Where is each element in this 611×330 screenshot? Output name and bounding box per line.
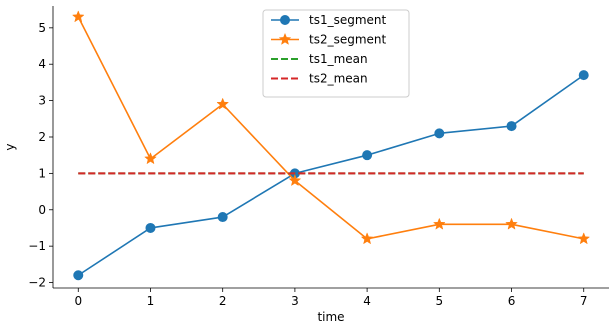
data-point-ts1_segment [217, 212, 228, 223]
data-point-ts2_segment [432, 217, 446, 230]
y-tick-label: 5 [38, 21, 46, 35]
x-tick-label: 7 [580, 294, 588, 308]
data-point-ts1_segment [578, 70, 589, 81]
legend-label-ts2_segment: ts2_segment [309, 33, 387, 47]
y-axis-label: y [3, 143, 17, 150]
x-tick-label: 3 [291, 294, 299, 308]
data-point-ts2_segment [288, 173, 302, 187]
data-point-ts2_segment [360, 232, 374, 245]
legend-label-ts1_segment: ts1_segment [309, 13, 387, 27]
data-point-ts2_segment [577, 232, 591, 245]
y-tick-label: −2 [28, 276, 46, 290]
series-line-ts2_segment [77, 16, 584, 240]
legend-label-ts1_mean: ts1_mean [309, 52, 368, 66]
data-point-ts1_segment [362, 150, 373, 161]
legend-box [262, 9, 410, 98]
x-tick-label: 0 [74, 294, 82, 308]
data-point-ts2_segment [71, 10, 85, 23]
x-tick-label: 2 [219, 294, 227, 308]
axes: 0 1 2 3 4 5 6 7 −2 −1 0 1 2 3 4 5 time y [3, 21, 588, 324]
data-point-ts2_segment [216, 97, 230, 110]
y-tick-label: 1 [38, 166, 46, 180]
axes-frame [52, 6, 609, 289]
plot-series [71, 10, 591, 281]
legend-marker-ts1_segment [280, 15, 290, 25]
y-tick-label: 2 [38, 130, 46, 144]
x-tick-label: 4 [363, 294, 371, 308]
x-tick-label: 6 [508, 294, 516, 308]
x-axis-label: time [317, 310, 344, 324]
data-point-ts2_segment [505, 217, 518, 230]
y-tick-label: 4 [38, 57, 46, 71]
y-tick-label: 3 [38, 94, 46, 108]
y-tick-label: 0 [38, 203, 46, 217]
data-point-ts1_segment [145, 222, 156, 233]
data-point-ts2_segment [144, 152, 157, 165]
legend-marker-ts2_segment [278, 32, 292, 45]
y-tick-label: −1 [28, 239, 46, 253]
data-point-ts1_segment [506, 121, 517, 132]
x-tick-label: 1 [147, 294, 155, 308]
data-point-ts1_segment [73, 270, 84, 281]
series-line-ts1_segment [77, 74, 585, 276]
legend-label-ts2_mean: ts2_mean [309, 72, 368, 86]
legend: ts1_segment ts2_segment ts1_mean ts2_mean [262, 9, 410, 98]
x-tick-label: 5 [435, 294, 443, 308]
data-point-ts1_segment [434, 128, 445, 139]
